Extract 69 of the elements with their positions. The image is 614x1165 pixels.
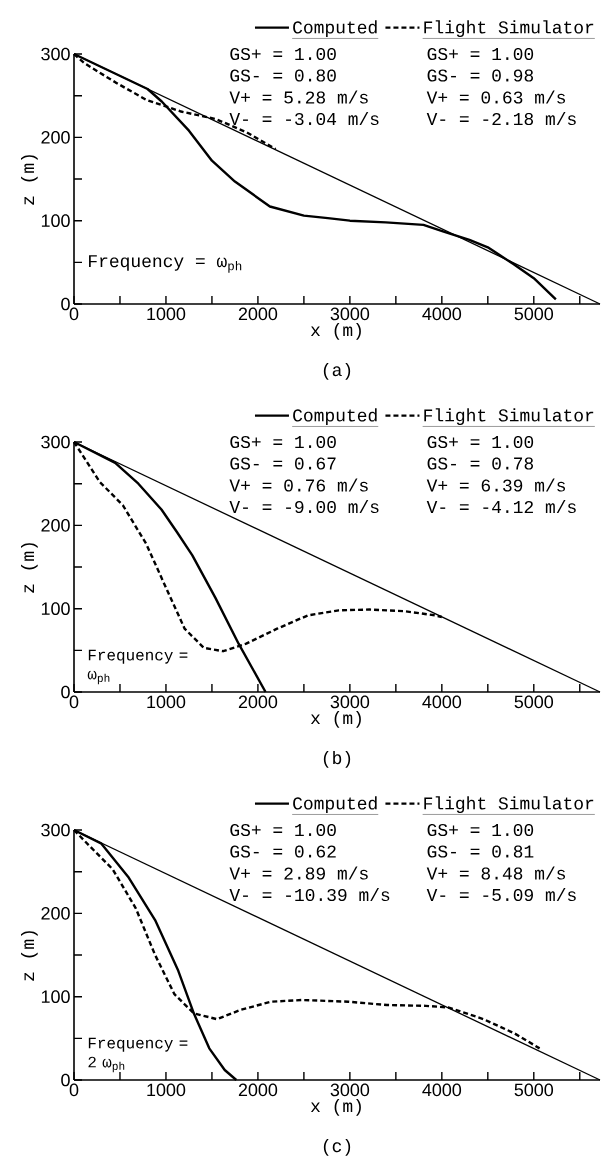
annotation: GS+ = 1.00 xyxy=(427,823,534,837)
annotation: GS- = 0.67 xyxy=(230,457,336,470)
annotation: V+ = 0.63 m/s xyxy=(426,90,566,104)
annotation: V- = -3.04 m/s xyxy=(229,111,379,126)
annotation: GS- = 0.98 xyxy=(427,69,534,82)
x-tick-label: 2000 xyxy=(238,307,278,321)
y-tick-label: 200 xyxy=(41,130,70,144)
legend-label: Computed xyxy=(293,20,377,38)
y-tick-label: 100 xyxy=(41,602,70,616)
x-axis-title: x (m) xyxy=(310,711,361,728)
x-tick-label: 5000 xyxy=(514,307,554,321)
annotation: V+ = 0.76 m/s xyxy=(229,478,368,492)
x-axis-title: x (m) xyxy=(310,323,361,340)
annotation: V+ = 5.28 m/s xyxy=(229,90,368,104)
y-tick-label: 200 xyxy=(41,906,70,920)
x-tick-label: 2000 xyxy=(238,1083,278,1097)
x-tick-label: 4000 xyxy=(422,695,462,709)
x-tick-label: 3000 xyxy=(330,695,370,709)
x-tick-label: 4000 xyxy=(422,1083,462,1097)
y-tick-label: 300 xyxy=(41,435,70,449)
y-axis-title: z (m) xyxy=(21,931,38,981)
x-tick-label: 4000 xyxy=(422,307,462,321)
text: (a) xyxy=(323,362,351,380)
annotation: GS+ = 1.00 xyxy=(230,435,336,449)
x-tick-label: 5000 xyxy=(514,695,554,709)
annotation: V+ = 8.48 m/s xyxy=(426,866,566,880)
text: (c) xyxy=(323,1138,351,1156)
annotation: GS- = 0.81 xyxy=(427,845,534,858)
x-axis-title: x (m) xyxy=(310,1099,361,1116)
x-tick-label: 3000 xyxy=(330,307,370,321)
y-axis-title: z (m) xyxy=(21,155,38,205)
y-tick-label: 0 xyxy=(61,685,70,699)
annotation: V- = -9.00 m/s xyxy=(229,499,379,514)
annotation: GS+ = 1.00 xyxy=(427,47,534,61)
annotation: V+ = 6.39 m/s xyxy=(426,478,566,492)
y-tick-label: 200 xyxy=(41,518,70,532)
y-tick-label: 100 xyxy=(41,214,70,228)
annotation: V- = -2.18 m/s xyxy=(426,111,576,126)
legend-label: Computed xyxy=(293,408,377,426)
annotation: GS- = 0.78 xyxy=(427,457,534,470)
annotation: Frequency = ω$_{ph}$ xyxy=(87,649,188,685)
annotation: V- = -4.12 m/s xyxy=(426,499,576,514)
y-tick-label: 100 xyxy=(41,990,70,1004)
x-tick-label: 1000 xyxy=(147,307,186,321)
x-tick-label: 2000 xyxy=(238,695,278,709)
y-tick-label: 300 xyxy=(41,47,70,61)
annotation: GS- = 0.62 xyxy=(230,845,336,858)
annotation: V- = -10.39 m/s xyxy=(229,887,390,902)
annotation: V- = -5.09 m/s xyxy=(426,887,576,902)
annotation: V+ = 2.89 m/s xyxy=(229,866,368,880)
x-tick-label: 3000 xyxy=(330,1083,370,1097)
annotation: Frequency = 2 ω$_{ph}$ xyxy=(88,1037,188,1073)
annotation: GS+ = 1.00 xyxy=(427,435,534,449)
annotation: GS+ = 1.00 xyxy=(230,47,336,61)
y-tick-label: 0 xyxy=(61,297,70,311)
legend-label: Flight Simulator xyxy=(424,796,594,814)
annotation: GS+ = 1.00 xyxy=(230,823,336,837)
x-tick-label: 1000 xyxy=(147,1083,186,1097)
text: (b) xyxy=(323,750,351,768)
y-axis-title: z (m) xyxy=(21,543,38,593)
legend-label: Flight Simulator xyxy=(424,20,594,38)
annotation: GS- = 0.80 xyxy=(230,69,336,82)
legend-label: Computed xyxy=(293,796,377,814)
legend-label: Flight Simulator xyxy=(424,408,594,426)
y-tick-label: 0 xyxy=(61,1073,70,1087)
y-tick-label: 300 xyxy=(41,823,70,837)
annotation: Frequency = ω$_{ph}$ xyxy=(89,255,242,273)
x-tick-label: 5000 xyxy=(514,1083,554,1097)
x-tick-label: 1000 xyxy=(147,695,186,709)
